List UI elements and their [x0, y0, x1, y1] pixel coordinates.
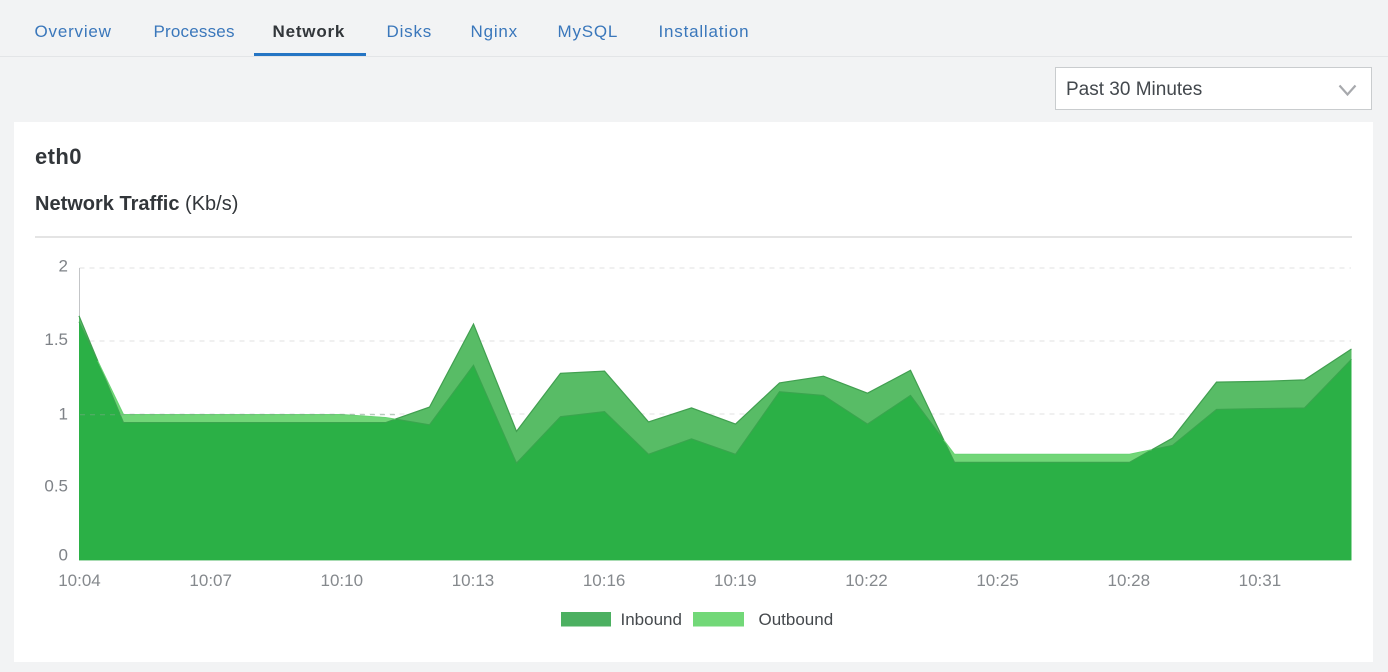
svg-text:10:07: 10:07 — [189, 571, 232, 590]
svg-text:10:22: 10:22 — [845, 571, 888, 590]
svg-text:10:04: 10:04 — [58, 571, 101, 590]
svg-text:Inbound: Inbound — [621, 610, 682, 629]
svg-text:10:28: 10:28 — [1108, 571, 1151, 590]
svg-text:10:19: 10:19 — [714, 571, 757, 590]
svg-text:10:10: 10:10 — [321, 571, 364, 590]
svg-text:Outbound: Outbound — [759, 610, 834, 629]
svg-text:10:13: 10:13 — [452, 571, 495, 590]
svg-text:1: 1 — [59, 405, 68, 424]
svg-text:0: 0 — [59, 546, 68, 565]
svg-text:10:16: 10:16 — [583, 571, 626, 590]
svg-text:10:25: 10:25 — [976, 571, 1019, 590]
svg-text:2: 2 — [59, 257, 68, 276]
svg-text:1.5: 1.5 — [44, 330, 68, 349]
svg-text:0.5: 0.5 — [44, 477, 68, 496]
svg-text:10:31: 10:31 — [1239, 571, 1282, 590]
